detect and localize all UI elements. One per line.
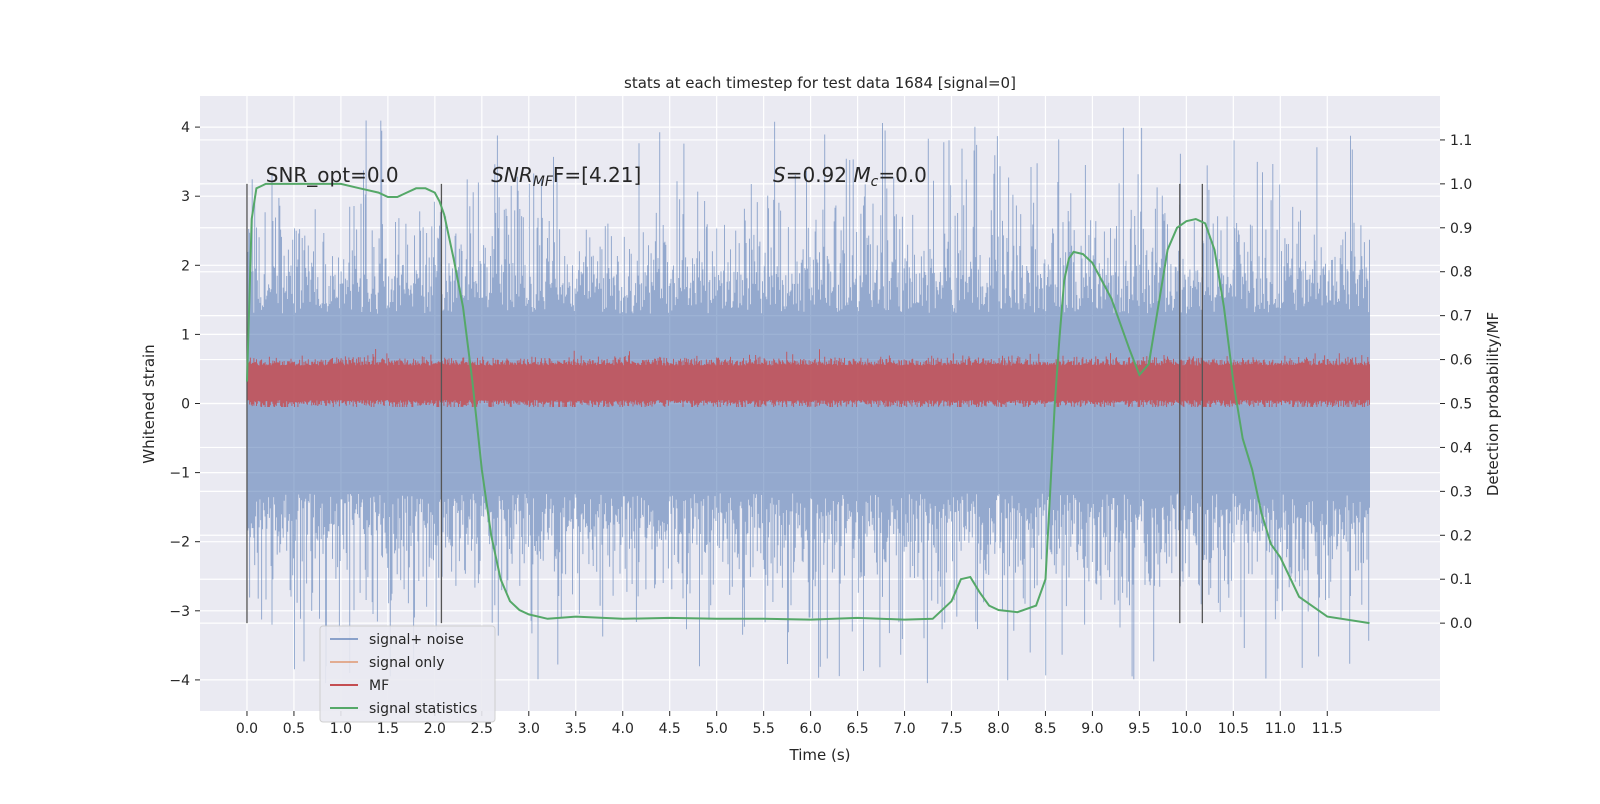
y-tick-label-left: 0	[181, 397, 190, 413]
x-tick-label: 8.0	[987, 721, 1009, 737]
legend-label-signal-only: signal only	[369, 655, 444, 671]
x-tick-label: 7.0	[893, 721, 915, 737]
legend-label-signal-statistics: signal statistics	[369, 701, 477, 717]
x-tick-label: 10.0	[1171, 721, 1202, 737]
annotation-1: SNRMFF=[4.21]	[491, 163, 641, 190]
y-tick-label-right: 0.6	[1450, 353, 1472, 369]
y-tick-label-right: 1.1	[1450, 133, 1472, 149]
y-tick-label-right: 0.2	[1450, 528, 1472, 544]
x-tick-label: 3.5	[565, 721, 587, 737]
annotation-2: S=0.92 Mc=0.0	[773, 163, 927, 190]
y-tick-label-left: 1	[181, 327, 190, 343]
x-tick-label: 6.5	[846, 721, 868, 737]
y-tick-label-right: 0.7	[1450, 309, 1472, 325]
y-tick-label-right: 0.4	[1450, 440, 1472, 456]
annotation-0: SNR_opt=0.0	[266, 163, 399, 187]
x-tick-label: 5.0	[706, 721, 728, 737]
y-tick-label-left: 4	[181, 120, 190, 136]
y-tick-label-right: 0.0	[1450, 616, 1472, 632]
x-tick-label: 4.5	[659, 721, 681, 737]
x-tick-label: 7.5	[940, 721, 962, 737]
y-tick-label-left: 2	[181, 258, 190, 274]
x-tick-label: 1.5	[377, 721, 399, 737]
x-tick-label: 8.5	[1034, 721, 1056, 737]
legend: signal+ noise signal only MF signal stat…	[319, 625, 496, 723]
x-tick-label: 3.0	[518, 721, 540, 737]
chart-title: stats at each timestep for test data 168…	[624, 74, 1016, 92]
y-axis-label-right: Detection probability/MF	[1484, 312, 1502, 496]
y-tick-label-left: −2	[169, 535, 190, 551]
y-tick-label-left: −4	[169, 673, 190, 689]
series-signal-statistics	[246, 182, 1370, 625]
x-tick-label: 10.5	[1218, 721, 1249, 737]
x-axis-label: Time (s)	[789, 746, 851, 764]
legend-box	[319, 625, 496, 723]
legend-label-signal-noise: signal+ noise	[369, 632, 464, 648]
y-tick-label-left: 3	[181, 189, 190, 205]
x-tick-label: 4.0	[612, 721, 634, 737]
legend-label-mf: MF	[369, 678, 389, 694]
annotations: SNR_opt=0.0 SNRMFF=[4.21] S=0.92 Mc=0.0	[266, 163, 927, 190]
y-tick-label-right: 0.8	[1450, 265, 1472, 281]
x-tick-label: 2.5	[471, 721, 493, 737]
y-tick-label-right: 1.0	[1450, 177, 1472, 193]
x-ticks: 0.0 0.5 1.0 1.5 2.0 2.5 3.0 3.5 4.0 4.5 5.0 5.5 6.0 6…	[236, 711, 1343, 737]
x-tick-label: 6.0	[799, 721, 821, 737]
x-tick-label: 2.0	[424, 721, 446, 737]
y-tick-label-left: −3	[169, 604, 190, 620]
y-ticks-left: 4 3 2 1 0 −1 −2 −3 −4	[169, 120, 200, 689]
y-axis-label-left: Whitened strain	[140, 344, 158, 463]
x-tick-label: 0.5	[283, 721, 305, 737]
y-tick-label-right: 0.5	[1450, 397, 1472, 413]
vertical-lines	[246, 183, 1203, 624]
signal-statistics-line	[246, 182, 1370, 625]
y-ticks-right: 1.1 1.0 0.9 0.8 0.7 0.6 0.5 0.4 0.3 0.2 0.1 0.0	[1440, 133, 1472, 632]
y-tick-label-right: 0.3	[1450, 484, 1472, 500]
y-tick-label-left: −1	[169, 466, 190, 482]
x-tick-label: 1.0	[330, 721, 352, 737]
x-tick-label: 9.5	[1128, 721, 1150, 737]
y-tick-label-right: 0.1	[1450, 572, 1472, 588]
x-tick-label: 11.5	[1312, 721, 1343, 737]
x-tick-label: 9.0	[1081, 721, 1103, 737]
x-tick-label: 0.0	[236, 721, 258, 737]
x-tick-label: 5.5	[753, 721, 775, 737]
x-tick-label: 11.0	[1265, 721, 1296, 737]
y-tick-label-right: 0.9	[1450, 221, 1472, 237]
